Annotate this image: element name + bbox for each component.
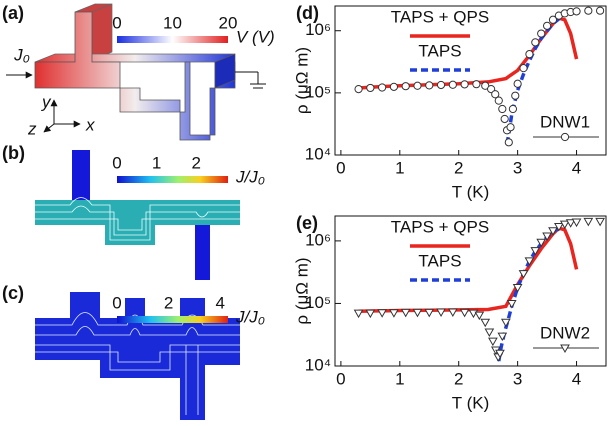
colorbar-tick-label: 2 — [164, 293, 173, 312]
data-point — [520, 65, 527, 72]
data-point — [425, 309, 433, 316]
data-point — [390, 310, 398, 317]
data-point — [514, 80, 521, 87]
x-tick-label: 1 — [395, 369, 404, 388]
data-point — [461, 309, 469, 316]
device-3d — [35, 4, 235, 140]
axis-label: y — [41, 92, 52, 111]
x-tick-label: 1 — [395, 158, 404, 177]
data-point — [390, 83, 397, 90]
data-point — [426, 82, 433, 89]
x-tick-label: 4 — [572, 369, 581, 388]
x-tick-label: 0 — [336, 369, 345, 388]
colorbar-tick-label: 0 — [112, 293, 121, 312]
plot-frame — [335, 216, 606, 366]
data-point — [437, 81, 444, 88]
data-point — [355, 310, 363, 317]
legend-marker — [561, 133, 568, 140]
data-point — [379, 84, 386, 91]
legend-label: TAPS — [418, 41, 461, 60]
legend-label: TAPS + QPS — [391, 7, 489, 26]
data-point — [597, 7, 604, 14]
data-point — [475, 312, 483, 319]
figure: J₀ y z x (a)01020V (V)(b)012J/J₀(c)024J/… — [0, 0, 609, 426]
series-line — [359, 18, 577, 88]
colorbar-tick-label: 0 — [112, 153, 121, 172]
panel-label: (b) — [2, 143, 25, 163]
y-tick-label: 10⁴ — [305, 355, 331, 374]
data-point — [499, 105, 506, 112]
data-point — [585, 7, 592, 14]
data-point — [413, 309, 421, 316]
y-tick-label: 10⁴ — [305, 144, 331, 163]
y-axis-label: ρ (μΩ m) — [292, 47, 311, 114]
data-point — [532, 39, 539, 46]
data-point — [481, 319, 489, 326]
data-point — [507, 124, 514, 131]
data-point — [526, 51, 533, 58]
x-tick-label: 4 — [572, 158, 581, 177]
colorbar — [117, 316, 228, 323]
data-point — [402, 83, 409, 90]
panel-label: (a) — [2, 3, 24, 23]
axis-label: x — [85, 115, 95, 134]
colorbar-tick-label: 20 — [219, 13, 238, 32]
y-tick-label: 10⁶ — [305, 230, 331, 249]
data-point — [367, 84, 374, 91]
current-map-b — [35, 150, 240, 280]
colorbar-label: V (V) — [236, 27, 275, 46]
x-tick-label: 2 — [454, 369, 463, 388]
data-point — [449, 81, 456, 88]
colorbar-label: J/J₀ — [235, 167, 265, 186]
x-tick-label: 3 — [513, 369, 522, 388]
legend-label: TAPS + QPS — [391, 217, 489, 236]
data-point — [501, 115, 508, 122]
data-point — [378, 310, 386, 317]
data-point — [414, 82, 421, 89]
colorbar-tick-label: 1 — [152, 153, 161, 172]
data-point — [509, 105, 516, 112]
colorbar — [117, 36, 228, 43]
current-label: J₀ — [13, 45, 30, 64]
colorbar — [117, 176, 228, 183]
data-point — [355, 85, 362, 92]
data-point — [543, 22, 550, 29]
x-tick-label: 0 — [336, 158, 345, 177]
data-point — [473, 81, 480, 88]
x-tick-label: 3 — [513, 158, 522, 177]
data-point — [538, 30, 545, 37]
plot-frame — [335, 6, 606, 155]
legend-label: DNW1 — [540, 112, 590, 131]
legend-label: TAPS — [418, 251, 461, 270]
current-map-c — [35, 292, 240, 420]
data-point — [584, 218, 592, 225]
data-point — [512, 92, 519, 99]
data-point — [596, 218, 604, 225]
data-point — [495, 97, 502, 104]
colorbar-tick-label: 0 — [112, 13, 121, 32]
data-point — [489, 338, 497, 345]
ground — [235, 72, 266, 88]
data-point — [402, 309, 410, 316]
y-axis-label: ρ (μΩ m) — [292, 257, 311, 324]
y-tick-label: 10⁶ — [305, 20, 331, 39]
colorbar-tick-label: 10 — [163, 13, 182, 32]
data-point — [573, 8, 580, 15]
data-point — [437, 309, 445, 316]
x-tick-label: 2 — [454, 158, 463, 177]
data-point — [573, 219, 581, 226]
panel-label: (c) — [2, 283, 24, 303]
colorbar-label: J/J₀ — [235, 307, 265, 326]
colorbar-tick-label: 2 — [192, 153, 201, 172]
data-point — [366, 310, 374, 317]
data-point — [505, 139, 512, 146]
legend-label: DNW2 — [540, 323, 590, 342]
colorbar-tick-label: 4 — [216, 293, 225, 312]
x-axis-label: T (K) — [452, 393, 489, 412]
x-axis-label: T (K) — [452, 182, 489, 201]
data-point — [461, 81, 468, 88]
data-point — [485, 329, 493, 336]
axis-label: z — [27, 119, 37, 138]
data-point — [449, 309, 457, 316]
